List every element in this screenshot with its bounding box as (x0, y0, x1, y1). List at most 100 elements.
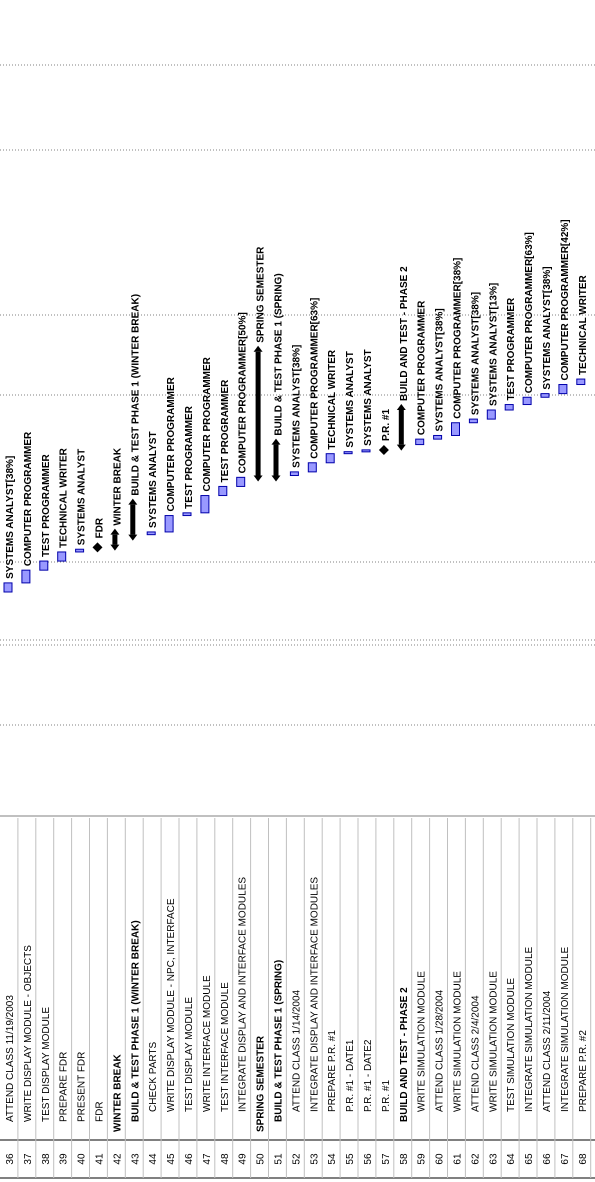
task-name[interactable]: BUILD & TEST PHASE 1 (SPRING) (273, 960, 284, 1122)
task-name[interactable]: INTEGRATE SIMULATION MODULE (524, 946, 535, 1112)
task-bar[interactable] (22, 570, 30, 583)
task-name[interactable]: PREPARE FDR (59, 1052, 70, 1122)
task-bar[interactable] (505, 405, 513, 410)
task-bar[interactable] (326, 454, 334, 463)
task-bar[interactable] (183, 513, 191, 516)
task-bar[interactable] (4, 583, 12, 592)
task-name[interactable]: TEST DISPLAY MODULE (41, 1007, 52, 1122)
task-name[interactable]: ATTEND CLASS 2/4/2004 (470, 995, 481, 1112)
row-id: 57 (381, 1153, 392, 1165)
task-bar[interactable] (541, 394, 549, 398)
row-id: 51 (273, 1153, 284, 1165)
milestone-diamond[interactable] (93, 542, 103, 552)
row-id: 66 (542, 1153, 553, 1165)
task-name[interactable]: WRITE SIMULATION MODULE (417, 971, 428, 1112)
task-bars: SYSTEMS ANALYST[38%] COMPUTER PROGRAMMER T… (4, 219, 589, 592)
task-bar[interactable] (523, 397, 531, 404)
task-name[interactable]: TEST INTERFACE MODULE (220, 982, 231, 1112)
summary-label: BUILD & TEST PHASE 1 (WINTER BREAK) (130, 294, 141, 496)
summary-start-cap (110, 529, 119, 535)
row-id: 49 (238, 1153, 249, 1165)
task-name[interactable]: PREPARE P.R. #1 (327, 1030, 338, 1112)
summary-end-cap (128, 535, 137, 541)
task-name[interactable]: P.R. #1 - DATE2 (363, 1039, 374, 1112)
row-id: 50 (256, 1153, 267, 1165)
bar-resource-label: COMPUTER PROGRAMMER (417, 300, 428, 435)
task-name[interactable]: ATTEND CLASS 1/14/2004 (291, 989, 302, 1112)
bar-resource-label: TECHNICAL WRITER (578, 274, 589, 375)
row-id: 45 (166, 1153, 177, 1165)
task-name[interactable]: BUILD AND TEST - PHASE 2 (399, 987, 410, 1122)
summary-bar[interactable] (130, 505, 135, 535)
task-bar[interactable] (577, 379, 585, 384)
task-name[interactable]: BUILD & TEST PHASE 1 (WINTER BREAK) (130, 920, 141, 1122)
task-name[interactable]: PREPARE P.R. #2 (578, 1030, 589, 1112)
task-bar[interactable] (58, 552, 66, 561)
task-bar[interactable] (344, 452, 352, 454)
row-id: 67 (560, 1153, 571, 1165)
task-name[interactable]: WRITE DISPLAY MODULE - OBJECTS (23, 945, 34, 1122)
row-id: 63 (488, 1153, 499, 1165)
row-id: 62 (470, 1153, 481, 1165)
summary-bar[interactable] (256, 352, 261, 476)
bar-resource-label: COMPUTER PROGRAMMER[50%] (238, 312, 249, 473)
task-name[interactable]: INTEGRATE SIMULATION MODULE (560, 946, 571, 1112)
summary-bar[interactable] (274, 445, 279, 476)
task-name[interactable]: TEST DISPLAY MODULE (184, 997, 195, 1112)
row-id: 46 (184, 1153, 195, 1165)
task-name[interactable]: CHECK PARTS (148, 1041, 159, 1112)
row-id: 38 (41, 1153, 52, 1165)
bar-resource-label: TEST PROGRAMMER (184, 405, 195, 509)
task-name[interactable]: FDR (94, 1101, 105, 1122)
task-name[interactable]: WINTER BREAK (112, 1053, 123, 1132)
task-name[interactable]: ATTEND CLASS 2/11/2004 (542, 990, 553, 1112)
task-name[interactable]: ATTEND CLASS 11/19/2003 (5, 995, 16, 1122)
task-bar[interactable] (434, 435, 442, 439)
task-name[interactable]: WRITE DISPLAY MODULE - NPC, INTERFACE (166, 898, 177, 1112)
task-bar[interactable] (147, 532, 155, 535)
task-bar[interactable] (219, 486, 227, 495)
task-name[interactable]: WRITE SIMULATION MODULE (452, 971, 463, 1112)
task-name[interactable]: P.R. #1 (381, 1080, 392, 1112)
task-name[interactable]: PRESENT FDR (77, 1052, 88, 1122)
bar-resource-label: COMPUTER PROGRAMMER[42%] (560, 219, 571, 380)
task-bar[interactable] (76, 549, 84, 552)
row-id: 40 (77, 1153, 88, 1165)
row-id: 56 (363, 1153, 374, 1165)
summary-bar[interactable] (112, 535, 117, 545)
task-bar[interactable] (40, 561, 48, 570)
milestone-label: P.R. #1 (381, 409, 392, 441)
task-bar[interactable] (237, 477, 245, 486)
row-id: 36 (5, 1153, 16, 1165)
summary-label: BUILD AND TEST - PHASE 2 (399, 266, 410, 401)
milestone-diamond[interactable] (379, 445, 389, 455)
task-bar[interactable] (201, 496, 209, 513)
task-bar[interactable] (290, 472, 298, 476)
task-name[interactable]: INTEGRATE DISPLAY AND INTERFACE MODULES (309, 877, 320, 1112)
bar-resource-label: TEST PROGRAMMER (506, 297, 517, 401)
task-bar[interactable] (165, 516, 173, 532)
task-bar[interactable] (559, 385, 567, 394)
task-bar[interactable] (362, 450, 370, 452)
task-name[interactable]: TEST SIMULATION MODULE (506, 978, 517, 1112)
task-name[interactable]: INTEGRATE DISPLAY AND INTERFACE MODULES (238, 877, 249, 1112)
task-bar[interactable] (469, 419, 477, 423)
task-name[interactable]: P.R. #1 - DATE1 (345, 1039, 356, 1112)
bar-resource-label: SYSTEMS ANALYST[38%] (5, 456, 16, 579)
bar-resource-label: SYSTEMS ANALYST (77, 449, 88, 546)
bar-resource-label: SYSTEMS ANALYST (363, 349, 374, 446)
task-name[interactable]: WRITE SIMULATION MODULE (488, 971, 499, 1112)
summary-end-cap (254, 476, 263, 482)
summary-end-cap (272, 476, 281, 482)
task-bar[interactable] (452, 423, 460, 436)
bar-resource-label: COMPUTER PROGRAMMER[38%] (452, 258, 463, 419)
task-name[interactable]: SPRING SEMESTER (256, 1035, 267, 1132)
task-bar[interactable] (416, 439, 424, 444)
task-bar[interactable] (308, 463, 316, 472)
task-name[interactable]: WRITE INTERFACE MODULE (202, 975, 213, 1112)
row-id: 37 (23, 1153, 34, 1165)
task-bar[interactable] (487, 410, 495, 419)
task-name[interactable]: ATTEND CLASS 1/28/2004 (435, 989, 446, 1112)
summary-bar[interactable] (399, 410, 404, 445)
